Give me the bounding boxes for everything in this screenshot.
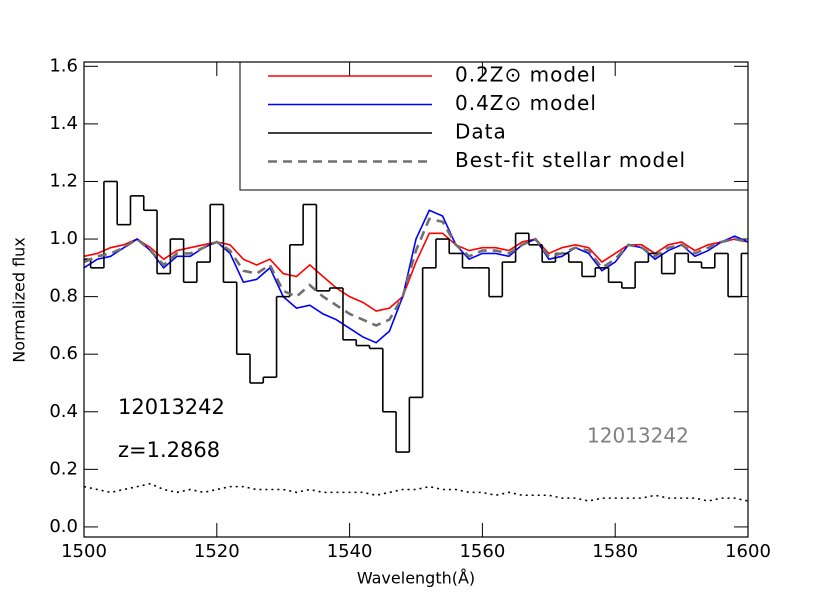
y-tick-label: 0.0 xyxy=(49,516,78,537)
annotation: 12013242 xyxy=(118,395,225,419)
x-tick-label: 1560 xyxy=(459,541,505,562)
y-tick-label: 0.6 xyxy=(49,343,78,364)
y-tick-label: 0.2 xyxy=(49,458,78,479)
legend-label: Best-fit stellar model xyxy=(455,148,686,172)
series-line xyxy=(83,482,749,502)
x-tick-label: 1600 xyxy=(725,541,771,562)
y-tick-label: 1.6 xyxy=(49,55,78,76)
x-tick-label: 1580 xyxy=(592,541,638,562)
y-tick-label: 0.8 xyxy=(49,286,78,307)
legend-label: 0.4Z⊙ model xyxy=(455,91,597,115)
legend-label: 0.2Z⊙ model xyxy=(455,63,597,87)
legend-box xyxy=(239,61,749,191)
x-tick-label: 1540 xyxy=(327,541,373,562)
x-axis-label: Wavelength(Å) xyxy=(357,569,475,588)
series-line xyxy=(83,217,749,327)
y-axis-label: Normalized flux xyxy=(10,237,29,363)
series-line xyxy=(83,209,749,344)
y-tick-label: 1.4 xyxy=(49,113,78,134)
legend-label: Data xyxy=(455,120,507,144)
x-tick-label: 1500 xyxy=(61,541,107,562)
y-tick-label: 1.0 xyxy=(49,228,78,249)
y-tick-label: 0.4 xyxy=(49,401,78,422)
annotation: z=1.2868 xyxy=(118,438,220,462)
annotation: 12013242 xyxy=(587,424,689,448)
series-line xyxy=(83,232,749,312)
y-tick-label: 1.2 xyxy=(49,170,78,191)
x-tick-label: 1520 xyxy=(194,541,240,562)
